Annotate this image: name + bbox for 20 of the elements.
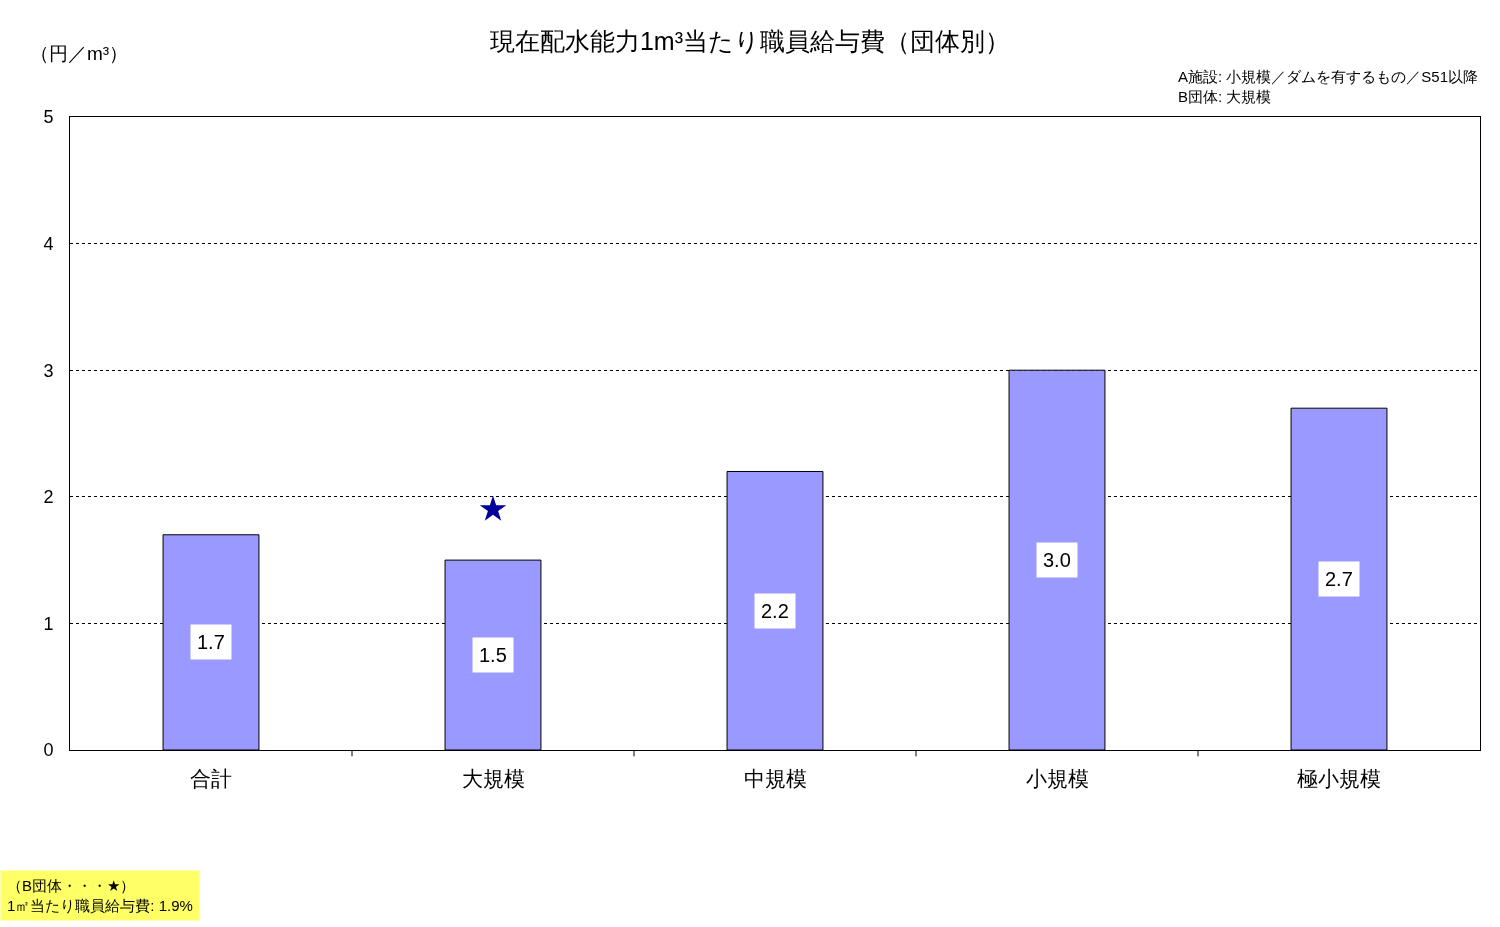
x-tick-label: 合計: [190, 767, 232, 791]
text: A施設: 小規模／ダムを有するもの／S51以降 B団体: 大規模: [1178, 68, 1479, 105]
y-tick-label: 1: [43, 613, 54, 634]
data-label: 2.2: [761, 600, 789, 622]
data-label: 1.5: [479, 644, 507, 666]
x-tick-label: 中規模: [743, 767, 807, 791]
data-label: 1.7: [197, 631, 225, 653]
text: （B団体・・・★） 1㎡当たり職員給与費: 1.9%: [7, 877, 193, 914]
x-tick-label: 極小規模: [1297, 767, 1381, 791]
data-label: 3.0: [1043, 549, 1071, 571]
data-label: 2.7: [1325, 568, 1353, 590]
y-tick-label: 5: [43, 107, 54, 128]
x-tick-label: 大規模: [461, 767, 525, 791]
chart-title: 現在配水能力1m³当たり職員給与費（団体別）: [489, 27, 1011, 56]
y-tick-label: 2: [43, 487, 54, 508]
y-axis-title: （円／m³）: [30, 43, 129, 64]
x-tick-label: 小規模: [1025, 767, 1089, 791]
y-tick-label: 3: [43, 360, 54, 381]
y-tick-label: 4: [43, 233, 54, 254]
y-tick-label: 0: [43, 740, 54, 761]
